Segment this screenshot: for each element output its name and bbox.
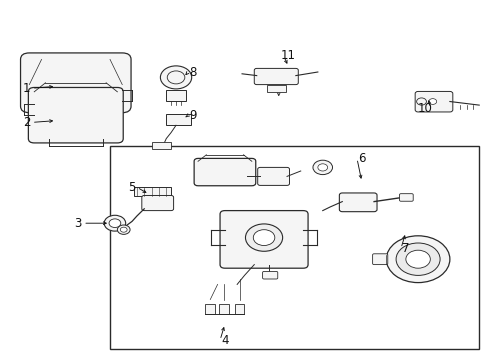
Text: 6: 6 (357, 152, 365, 165)
Bar (151, 142, 171, 149)
Circle shape (312, 160, 332, 175)
Bar (134, 187, 171, 196)
Text: 11: 11 (281, 49, 295, 62)
Circle shape (109, 219, 121, 228)
FancyBboxPatch shape (399, 194, 412, 201)
Bar (205, 304, 215, 314)
Circle shape (160, 66, 191, 89)
FancyBboxPatch shape (339, 193, 376, 212)
FancyBboxPatch shape (220, 211, 307, 268)
FancyBboxPatch shape (194, 158, 255, 186)
Bar (110, 146, 478, 349)
Bar (166, 114, 190, 125)
FancyBboxPatch shape (254, 68, 298, 85)
Circle shape (428, 99, 436, 104)
FancyBboxPatch shape (372, 254, 387, 265)
Text: 8: 8 (189, 66, 197, 78)
Circle shape (167, 71, 184, 84)
Circle shape (405, 250, 429, 268)
Text: 10: 10 (417, 102, 432, 114)
FancyBboxPatch shape (414, 91, 452, 112)
Text: 1: 1 (23, 82, 31, 95)
Text: 4: 4 (221, 334, 228, 347)
Circle shape (117, 225, 130, 234)
Text: 2: 2 (23, 116, 31, 129)
Bar (166, 90, 185, 101)
Circle shape (120, 227, 127, 232)
Bar (234, 304, 244, 314)
FancyBboxPatch shape (142, 195, 173, 211)
Circle shape (253, 230, 274, 246)
Circle shape (245, 224, 282, 251)
Bar (266, 85, 285, 92)
Circle shape (104, 215, 125, 231)
Bar (219, 304, 228, 314)
Text: 9: 9 (189, 109, 197, 122)
FancyBboxPatch shape (28, 87, 123, 143)
Text: 3: 3 (74, 217, 82, 230)
Circle shape (386, 236, 449, 283)
Text: 7: 7 (401, 242, 409, 255)
FancyBboxPatch shape (262, 271, 277, 279)
FancyBboxPatch shape (257, 167, 289, 185)
Circle shape (395, 243, 439, 275)
FancyBboxPatch shape (20, 53, 131, 113)
Text: 5: 5 (128, 181, 136, 194)
Circle shape (317, 164, 327, 171)
